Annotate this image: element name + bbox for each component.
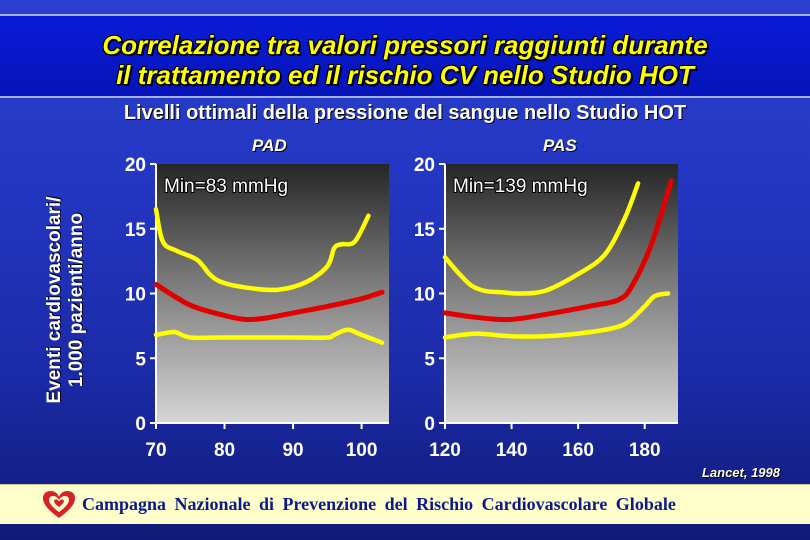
upper-curve-pas [442,181,641,296]
y-tick-label-pas: 20 [414,155,435,176]
x-tick-label-pad: 70 [145,440,166,461]
lower-curve-pas [442,291,671,340]
x-tick-label-pad: 90 [282,440,303,461]
x-tick-label-pas: 160 [562,440,594,461]
citation: Lancet, 1998 [701,465,780,480]
footer-bar: Campagna Nazionale di Prevenzione del Ri… [0,484,810,524]
lower-curve-pad [153,327,385,345]
y-tick-label-pad: 15 [125,220,147,241]
y-tick-label-pas: 5 [424,349,435,370]
y-tick-label-pad: 20 [125,155,146,176]
title-banner: Correlazione tra valori pressori raggiun… [0,14,810,98]
y-tick-label-pas: 15 [414,220,436,241]
center-curve-pas [442,178,674,323]
footer-text: Campagna Nazionale di Prevenzione del Ri… [82,494,676,514]
title-line-2: il trattamento ed il rischio CV nello St… [116,60,694,90]
subtitle: Livelli ottimali della pressione del san… [123,102,687,124]
annotation-min-pad: Min=83 mmHg [164,176,288,197]
y-tick-label-pad: 0 [135,414,146,435]
panel-title-pad: PAD [252,136,287,155]
upper-curve-pad [153,207,371,293]
x-tick-label-pad: 80 [214,440,235,461]
x-tick-label-pad: 100 [346,440,378,461]
plot-area-pas [445,164,678,423]
annotation-min-pas: Min=139 mmHg [453,176,588,197]
y-tick-label-pas: 10 [414,285,435,306]
center-curve-pad [153,281,385,323]
x-tick-label-pas: 180 [629,440,661,461]
y-tick-label-pad: 5 [135,349,146,370]
title-line-1: Correlazione tra valori pressori raggiun… [102,30,708,60]
y-tick-label-pas: 0 [424,414,435,435]
plot-area-pad [156,164,389,423]
panel-title-pas: PAS [543,136,577,155]
heart-shield-logo-icon [43,491,75,518]
x-tick-label-pas: 140 [496,440,528,461]
y-tick-label-pad: 10 [125,285,146,306]
x-tick-label-pas: 120 [429,440,461,461]
charts-canvas: 0 5 10 15 20 70 80 90 100 Min=83 mmHg 0 5 10 15 20 120 1… [125,155,678,461]
